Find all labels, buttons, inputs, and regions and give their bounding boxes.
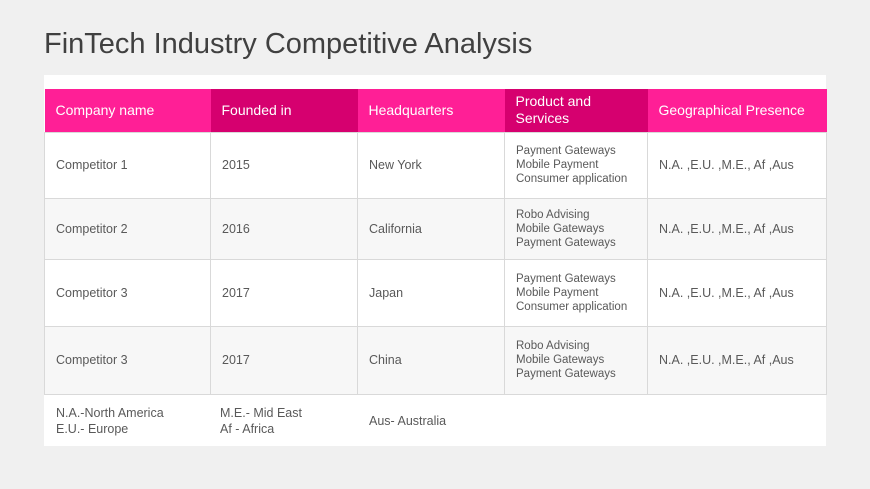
product-item: Consumer application [516,173,628,185]
headquarters-cell: California [357,197,505,260]
presence-cell: N.A. ,E.U. ,M.E., Af ,Aus [647,258,827,327]
legend-item: Aus- Australia [369,414,447,428]
table-row: Competitor 2 2016 California Robo Advising M… [44,197,827,260]
product-item: Mobile Payment [516,159,599,171]
headquarters-cell: China [357,325,505,395]
products-cell: Robo Advising Mobile Gateways Payment Gate… [504,325,648,395]
founded-cell: 2015 [210,131,358,199]
presence-cell: N.A. ,E.U. ,M.E., Af ,Aus [647,197,827,260]
product-item: Payment Gateways [516,368,616,380]
product-item: Mobile Payment [516,286,599,299]
legend-item: M.E.- Mid East [220,406,302,420]
table-row: Competitor 3 2017 Japan Payment Gateways Mob… [44,258,827,327]
company-cell: Competitor 3 [44,258,211,327]
legend-item: Af - Africa [220,422,275,436]
founded-cell: 2017 [210,325,358,395]
legend-group: Aus- Australia [369,413,446,429]
table-row: Competitor 1 2015 New York Payment Gateways… [44,131,827,199]
products-cell: Robo Advising Mobile Gateways Payment Gate… [504,197,648,260]
products-cell: Payment Gateways Mobile Payment Consumer a… [504,258,648,327]
product-item: Payment Gateways [516,272,616,285]
legend-group: M.E.- Mid East Af - Africa [220,405,302,437]
legend-group: N.A.-North America E.U.- Europe [56,405,164,437]
header-headquarters: Headquarters [357,89,505,132]
founded-cell: 2017 [210,258,358,327]
legend-item: N.A.-North America [56,406,164,420]
header-company-name: Company name [44,89,211,132]
table-header-row: Company name Founded in Headquarters Pro… [44,89,827,132]
product-item: Payment Gateways [516,236,616,249]
legend-item: E.U.- Europe [56,422,129,436]
product-item: Consumer application [516,300,628,313]
presence-cell: N.A. ,E.U. ,M.E., Af ,Aus [647,325,827,395]
page-title: FinTech Industry Competitive Analysis [44,28,533,60]
header-founded-in: Founded in [210,89,358,132]
product-item: Robo Advising [516,340,590,352]
headquarters-cell: Japan [357,258,505,327]
competitive-analysis-table: Company name Founded in Headquarters Pro… [44,89,827,395]
company-cell: Competitor 2 [44,197,211,260]
product-item: Payment Gateways [516,145,616,157]
company-cell: Competitor 3 [44,325,211,395]
products-cell: Payment Gateways Mobile Payment Consumer a… [504,131,648,199]
product-item: Mobile Gateways [516,222,605,235]
presence-cell: N.A. ,E.U. ,M.E., Af ,Aus [647,131,827,199]
product-item: Robo Advising [516,208,590,221]
product-item: Mobile Gateways [516,354,605,366]
founded-cell: 2016 [210,197,358,260]
company-cell: Competitor 1 [44,131,211,199]
header-geographical-presence: Geographical Presence [647,89,827,132]
header-products: Product and Services [504,89,648,132]
headquarters-cell: New York [357,131,505,199]
table-row: Competitor 3 2017 China Robo Advising Mobile… [44,325,827,395]
